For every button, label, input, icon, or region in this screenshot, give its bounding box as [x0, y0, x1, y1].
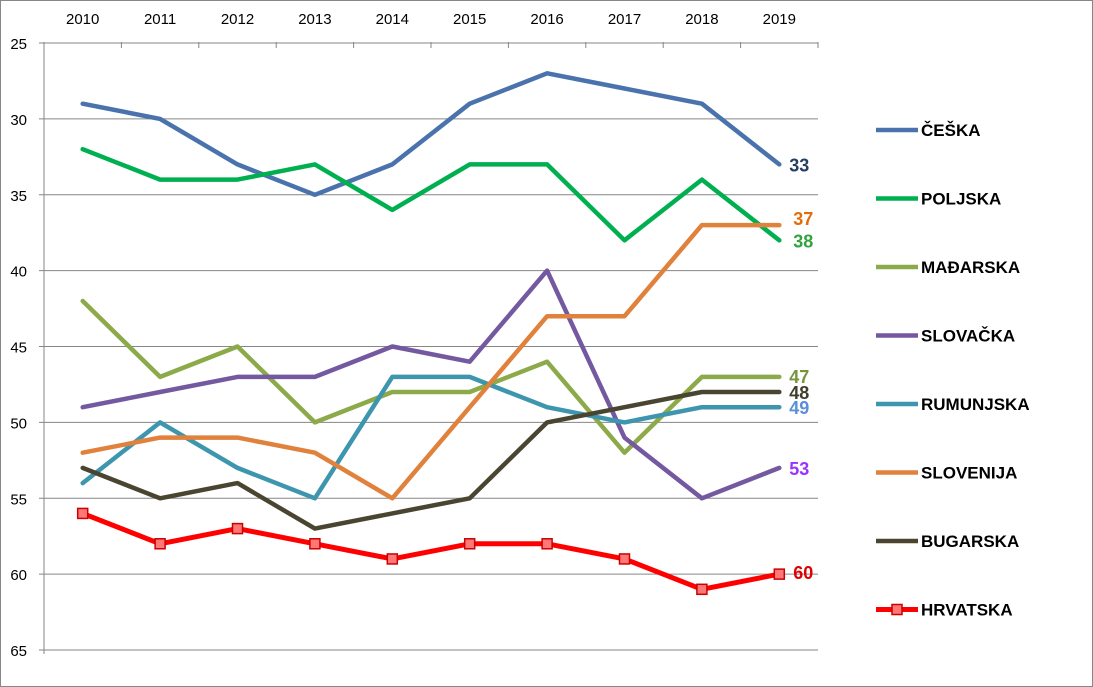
x-tick-label: 2017: [608, 11, 641, 28]
x-tick-label: 2012: [221, 11, 254, 28]
end-label: 38: [793, 231, 813, 251]
x-tick-label: 2011: [144, 11, 176, 28]
legend-item: RUMUNJSKA: [876, 395, 1030, 414]
legend-label: BUGARSKA: [921, 532, 1019, 551]
series-line-3: [80, 268, 782, 501]
series-line-5: [80, 222, 782, 501]
series-lines: [76, 71, 786, 596]
legend-item: HRVATSKA: [876, 601, 1013, 620]
y-tick-label: 30: [10, 112, 27, 129]
data-point-marker: [231, 522, 244, 535]
data-point-marker: [541, 538, 553, 550]
x-tick-label: 2013: [298, 11, 331, 28]
axes: [39, 42, 819, 654]
legend-item: BUGARSKA: [876, 532, 1019, 551]
end-label: 53: [789, 459, 809, 479]
y-tick-label: 65: [10, 643, 27, 660]
legend-label: ČEŠKA: [921, 121, 981, 140]
data-point-marker: [76, 507, 89, 520]
end-label: 33: [789, 155, 809, 175]
end-labels: 33 38 47 53 49 37 48 60: [789, 155, 813, 583]
legend-label: MAĐARSKA: [921, 258, 1020, 277]
data-point-marker: [463, 538, 476, 550]
y-tick-label: 35: [10, 188, 27, 205]
y-tick-label: 45: [10, 340, 27, 357]
legend-item: ČEŠKA: [876, 121, 981, 140]
data-point-marker: [696, 583, 708, 596]
legend-item: SLOVENIJA: [876, 464, 1017, 483]
legend-label: HRVATSKA: [921, 601, 1013, 620]
legend-item: POLJSKA: [876, 190, 1001, 209]
series-line-0: [80, 71, 782, 198]
legend-marker: [891, 603, 903, 616]
x-tick-label: 2010: [66, 11, 99, 28]
y-tick-label: 60: [10, 567, 27, 584]
y-tick-label: 50: [10, 415, 27, 432]
legend-label: SLOVENIJA: [921, 464, 1017, 483]
x-tick-label: 2019: [763, 11, 796, 28]
series-line-6: [80, 389, 782, 531]
x-axis-ticks: 2010 2011 2012 2013 2014 2015 2016 2017 2018 2019: [66, 11, 796, 28]
y-tick-label: 25: [10, 36, 27, 53]
data-point-marker: [309, 538, 321, 550]
x-tick-label: 2018: [685, 11, 718, 28]
y-axis-ticks: 25 30 35 40 45 50 55 60 65: [10, 36, 27, 660]
legend-label: POLJSKA: [921, 190, 1001, 209]
series-line-4: [80, 374, 782, 501]
x-tick-label: 2015: [453, 11, 486, 28]
end-label: 37: [793, 209, 813, 229]
legend: ČEŠKA POLJSKA MAĐARSKA SLOVAČKA RUMUNJSKA SLO…: [876, 121, 1030, 620]
x-tick-label: 2016: [530, 11, 563, 28]
end-label: 49: [789, 398, 809, 418]
y-tick-label: 40: [10, 264, 27, 281]
data-point-marker: [154, 538, 166, 550]
series-line-7: [80, 510, 782, 592]
end-label: 48: [789, 383, 809, 403]
data-point-marker: [773, 568, 786, 580]
legend-label: SLOVAČKA: [921, 327, 1015, 346]
gridlines: [44, 118, 818, 651]
y-tick-label: 55: [10, 491, 27, 508]
data-point-marker: [386, 553, 399, 565]
legend-label: RUMUNJSKA: [921, 395, 1030, 414]
end-label: 47: [789, 367, 809, 387]
data-point-marker: [618, 553, 631, 565]
legend-item: SLOVAČKA: [876, 327, 1015, 346]
series-line-1: [80, 146, 782, 243]
legend-item: MAĐARSKA: [876, 258, 1020, 277]
end-label: 60: [793, 563, 813, 583]
x-tick-label: 2014: [376, 11, 409, 28]
